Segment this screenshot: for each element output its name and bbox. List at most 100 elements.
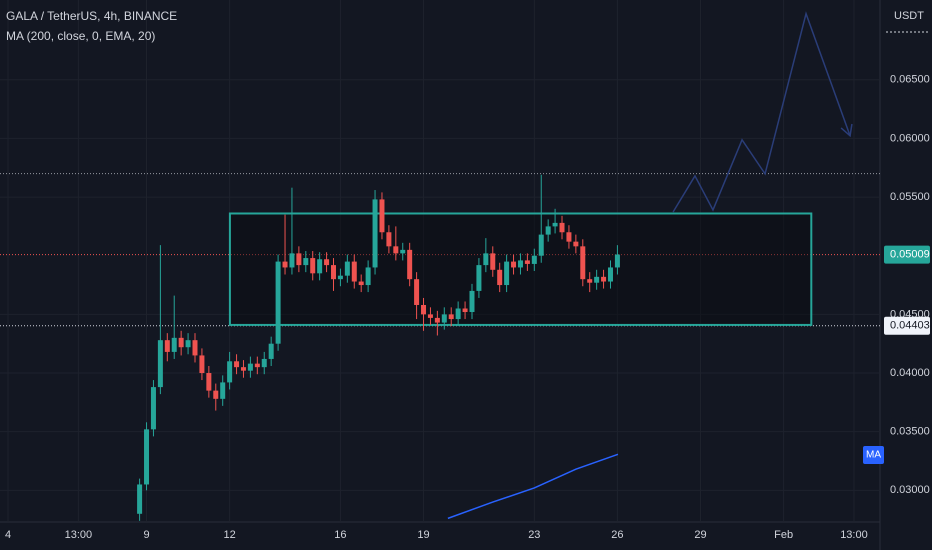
candle-body [358,281,364,286]
y-tick-label: 0.06000 [890,132,930,144]
y-tick-label: 0.05500 [890,191,930,203]
last-price-tag-bg [884,245,930,264]
x-tick-label: 13:00 [840,529,868,541]
x-tick-label: 16 [334,529,346,541]
candle-body [455,308,461,320]
candle-body [497,269,503,286]
candle-body [490,253,496,270]
level-tag: 0.04403 [890,320,930,332]
currency-label: USDT [894,10,924,22]
y-tick-label: 0.06500 [890,74,930,86]
candle-body [580,246,586,280]
candle-body [538,234,544,256]
candle-body [504,261,510,286]
projection-path [672,11,851,213]
candle-body [469,290,475,313]
candle-body [227,361,233,383]
candle-body [213,390,219,399]
candle-body [234,361,240,368]
candle-body [414,279,420,305]
candle-body [607,267,613,282]
candle-body [421,304,427,315]
candle-body [573,241,579,247]
candle-body [240,367,246,371]
x-tick-label: 26 [611,529,623,541]
y-tick-label: 0.03500 [890,426,930,438]
candle-body [289,253,295,268]
indicator-label: MA (200, close, 0, EMA, 20) [6,29,155,43]
candle-body [427,314,433,318]
y-tick-label: 0.03000 [890,484,930,496]
candle-body [330,265,336,280]
axes: 0.030000.035000.040000.045000.055000.060… [5,74,930,541]
candle-body [261,358,267,368]
candle-body [164,340,170,352]
candle-body [400,249,406,254]
candle-body [559,222,565,233]
ma-tag: MA [866,450,881,461]
candle-body [220,382,226,399]
ma-line [447,453,619,520]
plot [0,11,880,521]
x-tick-label: 29 [694,529,706,541]
candle-body [552,222,558,227]
candle-body [337,275,343,280]
candle-body [275,261,281,344]
candle-body [476,265,482,291]
candle-body [566,232,572,242]
candle-body [157,340,163,388]
candle-body [268,343,274,359]
candle-body [531,255,537,264]
x-tick-label: 9 [143,529,149,541]
candle-body [407,249,413,280]
candle-body [434,317,440,323]
x-tick-label: 23 [528,529,540,541]
candle-body [344,261,350,276]
candle-body [483,253,489,266]
candle-body [386,232,392,247]
candle-body [324,259,330,266]
x-tick-label: 13:00 [65,529,93,541]
candle-body [448,314,454,320]
candle-body [206,373,212,391]
x-tick-label: 12 [224,529,236,541]
x-tick-label: Feb [774,529,793,541]
candle-body [393,246,399,254]
candle-body [192,340,198,356]
candle-body [247,363,253,371]
candle-body [594,276,600,283]
candle-body [601,276,607,282]
candle-body [614,254,620,268]
candle-body [372,199,378,268]
candle-body [317,259,323,274]
x-tick-label: 4 [5,529,11,541]
chart-title: GALA / TetherUS, 4h, BINANCE [6,9,177,23]
candle-body [296,253,302,266]
candle-body [150,387,156,430]
x-tick-label: 19 [417,529,429,541]
candle-body [545,226,551,235]
candle-body [524,260,530,264]
candle-body [351,261,357,282]
y-tick-label: 0.04000 [890,367,930,379]
candle-body [171,337,177,352]
candle-body [199,355,205,374]
candle-body [185,340,191,348]
candle-body [310,258,316,274]
projection-arrowhead [840,123,853,138]
candle-body [137,484,143,514]
candle-body [379,199,385,233]
last-price-tag: 0.05009 [890,249,930,261]
level-tag-bg [884,316,930,335]
candle-body [462,308,468,313]
candle-body [365,267,371,286]
candle-body [441,314,447,323]
ma-tag-bg [863,446,884,464]
candle-body [254,363,260,368]
candle-body [178,337,184,348]
candle-body [282,261,288,268]
candle-body [587,279,593,283]
candle-body [511,261,517,268]
